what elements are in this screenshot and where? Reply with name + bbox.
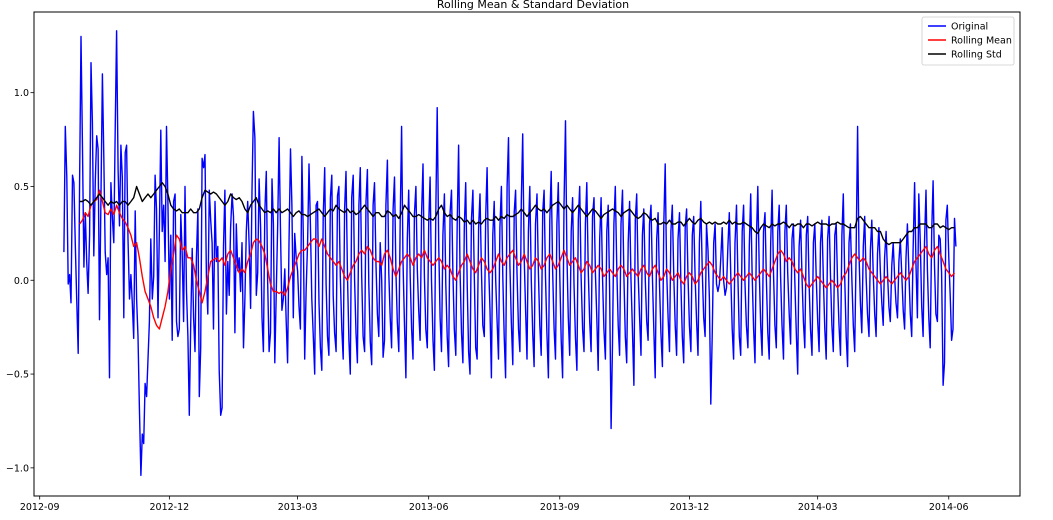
legend: Original Rolling Mean Rolling Std [921,16,1015,66]
y-tick-label: 1.0 [14,88,29,99]
x-axis: 2012-09 2012-12 2013-03 2013-06 2013-09 2013-… [20,496,969,513]
legend-box [921,16,1015,66]
chart-title: Rolling Mean & Standard Deviation [437,0,629,11]
x-tick-label: 2014-06 [929,502,969,513]
y-tick-label: −0.5 [6,370,29,381]
series-line-original [63,30,957,477]
legend-label: Rolling Mean [951,35,1012,46]
series-layer [63,30,957,477]
legend-label: Original [951,21,988,32]
x-tick-label: 2013-06 [409,502,449,513]
x-tick-label: 2012-12 [150,502,190,513]
x-tick-label: 2014-03 [798,502,838,513]
plot-frame [33,11,1021,497]
x-tick-label: 2012-09 [20,502,60,513]
y-tick-label: 0.0 [14,276,29,287]
y-tick-label: −1.0 [6,463,29,474]
x-tick-label: 2013-09 [540,502,580,513]
x-tick-label: 2013-03 [278,502,318,513]
y-tick-label: 0.5 [14,182,29,193]
series-line-rolling-std [79,182,955,246]
series-line-rolling-mean [79,189,956,330]
legend-label: Rolling Std [951,49,1002,60]
y-axis: 1.0 0.5 0.0 −0.5 −1.0 [6,88,34,474]
x-tick-label: 2013-12 [670,502,710,513]
